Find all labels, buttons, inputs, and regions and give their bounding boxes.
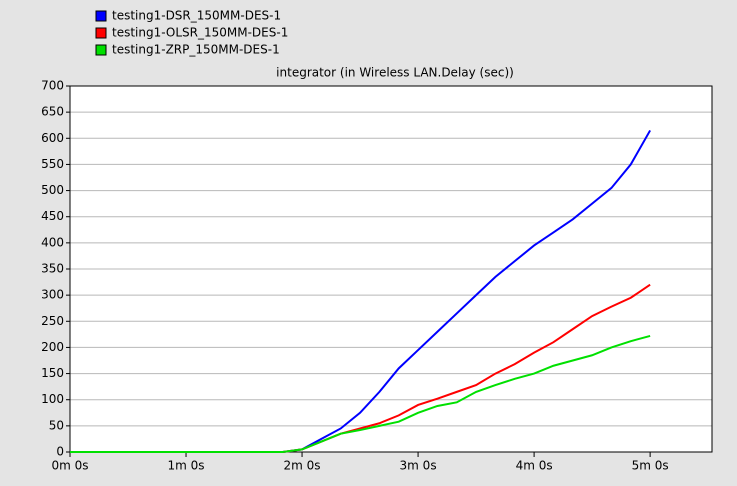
x-tick-label: 2m 0s bbox=[284, 459, 321, 473]
x-tick-label: 5m 0s bbox=[632, 459, 669, 473]
x-tick-label: 1m 0s bbox=[168, 459, 205, 473]
y-tick-label: 600 bbox=[41, 131, 64, 145]
y-tick-label: 200 bbox=[41, 340, 64, 354]
x-tick-label: 4m 0s bbox=[516, 459, 553, 473]
y-tick-label: 700 bbox=[41, 79, 64, 93]
x-tick-label: 3m 0s bbox=[400, 459, 437, 473]
legend-label: testing1-ZRP_150MM-DES-1 bbox=[112, 43, 280, 57]
y-tick-label: 150 bbox=[41, 366, 64, 380]
y-tick-label: 550 bbox=[41, 157, 64, 171]
legend-label: testing1-OLSR_150MM-DES-1 bbox=[112, 26, 288, 40]
series-line bbox=[70, 334, 651, 453]
legend-swatch bbox=[95, 27, 107, 39]
y-tick-label: 50 bbox=[49, 418, 64, 432]
y-tick-label: 0 bbox=[56, 445, 64, 459]
y-tick-label: 250 bbox=[41, 314, 64, 328]
y-tick-label: 300 bbox=[41, 288, 64, 302]
chart-title: integrator (in Wireless LAN.Delay (sec)) bbox=[276, 66, 514, 80]
legend-label: testing1-DSR_150MM-DES-1 bbox=[112, 9, 281, 23]
y-tick-label: 450 bbox=[41, 209, 64, 223]
y-tick-label: 500 bbox=[41, 183, 64, 197]
y-tick-label: 650 bbox=[41, 105, 64, 119]
plot-border bbox=[69, 85, 713, 453]
y-tick-label: 100 bbox=[41, 392, 64, 406]
y-tick-label: 350 bbox=[41, 262, 64, 276]
x-tick-label: 0m 0s bbox=[51, 459, 88, 473]
legend-swatch bbox=[95, 44, 107, 56]
legend-swatch bbox=[95, 10, 107, 22]
y-tick-label: 400 bbox=[41, 235, 64, 249]
